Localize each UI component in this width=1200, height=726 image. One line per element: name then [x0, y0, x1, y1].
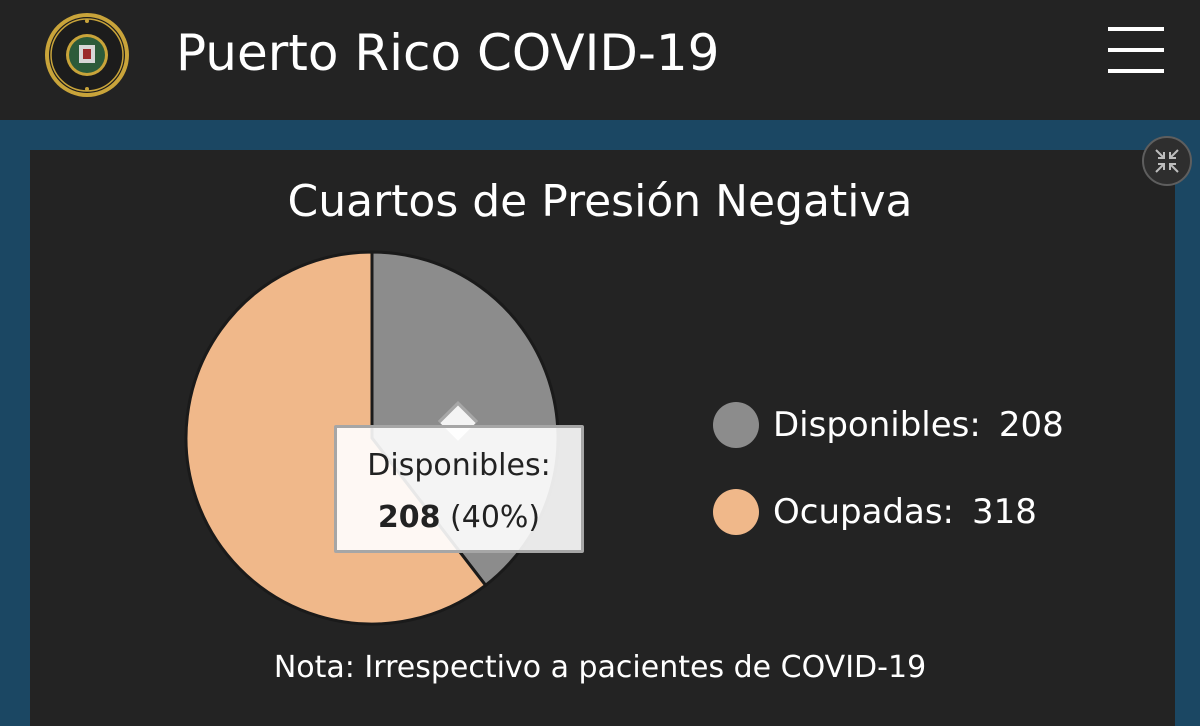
hamburger-menu-icon — [1108, 27, 1164, 31]
legend-dot-ocupadas — [713, 489, 759, 535]
tooltip-value: 208 (40%) — [337, 500, 581, 535]
tooltip: Disponibles: 208 (40%) — [334, 425, 584, 553]
menu-button[interactable] — [1108, 27, 1164, 75]
chart-note: Nota: Irrespectivo a pacientes de COVID-… — [273, 650, 927, 685]
legend-value-disponibles: 208 — [998, 405, 1064, 445]
tooltip-label: Disponibles: — [367, 448, 551, 483]
app-title: Puerto Rico COVID-19 — [176, 24, 720, 82]
collapse-button[interactable] — [1142, 136, 1192, 186]
tooltip-count: 208 — [377, 500, 441, 535]
tooltip-percent: (40%) — [450, 500, 541, 535]
legend-label-ocupadas: Ocupadas: — [773, 492, 955, 532]
legend-item-ocupadas[interactable]: Ocupadas: 318 — [713, 487, 1037, 537]
collapse-arrows-icon — [1155, 149, 1179, 173]
legend-label-disponibles: Disponibles: — [773, 405, 981, 445]
legend-item-disponibles[interactable]: Disponibles: 208 — [713, 400, 1064, 450]
hamburger-menu-icon — [1108, 48, 1164, 52]
top-bar: Puerto Rico COVID-19 — [0, 0, 1200, 120]
legend-dot-disponibles — [713, 402, 759, 448]
chart-title: Cuartos de Presión Negativa — [287, 176, 913, 227]
hamburger-menu-icon — [1108, 69, 1164, 73]
puerto-rico-seal-icon — [45, 13, 129, 97]
legend-value-ocupadas: 318 — [972, 492, 1037, 532]
